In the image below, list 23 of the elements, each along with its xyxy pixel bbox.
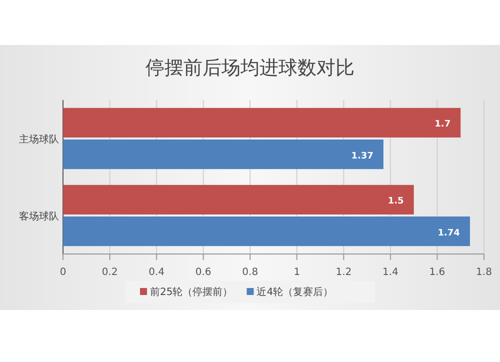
- legend-label: 前25轮（停摆前）: [150, 286, 233, 298]
- x-tick-label: 0: [60, 267, 66, 278]
- x-tick-label: 0.8: [242, 267, 258, 278]
- x-tick-label: 1.4: [382, 267, 398, 278]
- x-tick-label: 0.6: [195, 267, 212, 278]
- x-tick-label: 1.2: [336, 267, 352, 278]
- data-label: 1.74: [438, 228, 460, 238]
- x-tick-label: 0.2: [102, 267, 118, 278]
- y-tick-label: 客场球队: [19, 210, 59, 222]
- data-label: 1.7: [434, 120, 451, 130]
- x-tick-label: 1.6: [429, 267, 446, 278]
- y-tick-label: 主场球队: [19, 134, 59, 146]
- bar: [63, 184, 414, 214]
- bar: [63, 140, 384, 170]
- bar: [63, 216, 470, 246]
- data-label: 1.37: [351, 151, 374, 162]
- x-tick-label: 1: [294, 267, 300, 278]
- bar: [63, 108, 461, 138]
- x-tick-label: 1.8: [476, 267, 492, 278]
- x-tick-label: 0.4: [148, 267, 165, 278]
- data-label: 1.5: [388, 196, 404, 207]
- legend-label: 近4轮（复赛后）: [256, 286, 334, 298]
- chart-title: 停摆前后场均进球数对比: [146, 57, 354, 79]
